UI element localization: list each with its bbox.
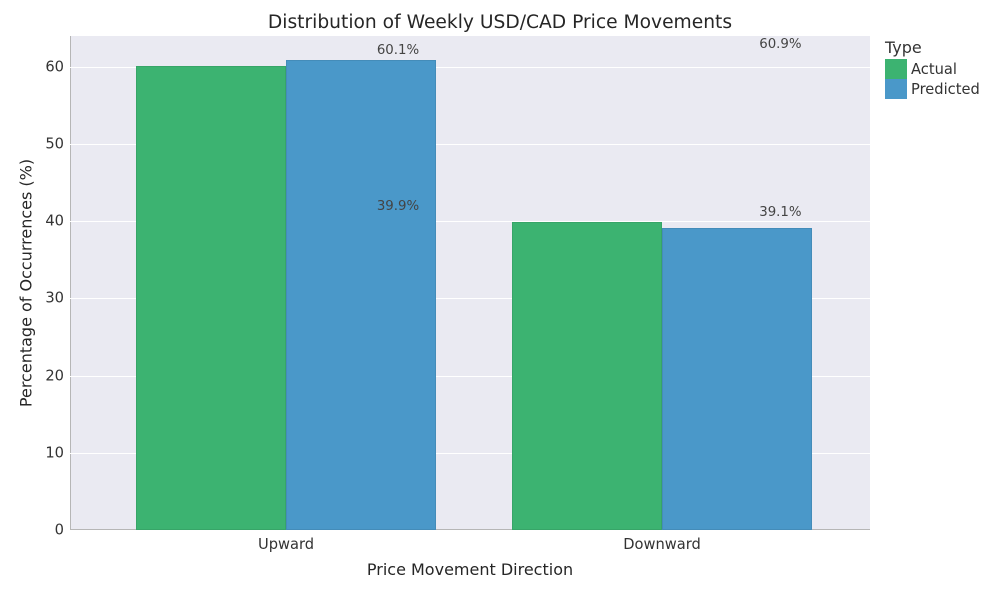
bar-predicted-downward — [662, 228, 812, 530]
x-tick-label: Upward — [258, 536, 314, 553]
legend-label: Actual — [911, 61, 957, 78]
legend-swatch — [885, 79, 907, 99]
y-axis-label: Percentage of Occurrences (%) — [17, 159, 36, 407]
x-tick-label: Downward — [623, 536, 701, 553]
legend-title: Type — [885, 38, 980, 57]
legend-swatch — [885, 59, 907, 79]
y-tick-label: 30 — [45, 290, 64, 307]
plot-area: 0102030405060UpwardDownward60.1%60.9%39.… — [70, 36, 870, 530]
legend-label: Predicted — [911, 81, 980, 98]
y-tick-label: 0 — [55, 522, 64, 539]
bar-value-label: 39.9% — [377, 199, 419, 214]
legend: Type Actual Predicted — [885, 38, 980, 99]
legend-item: Actual — [885, 59, 980, 79]
bar-actual-upward — [136, 66, 286, 530]
figure: Distribution of Weekly USD/CAD Price Mov… — [0, 0, 1000, 600]
plot-inner: 0102030405060UpwardDownward60.1%60.9%39.… — [70, 36, 870, 530]
bar-value-label: 60.9% — [759, 37, 801, 52]
bar-value-label: 39.1% — [759, 205, 801, 220]
y-tick-label: 20 — [45, 367, 64, 384]
y-tick-label: 40 — [45, 213, 64, 230]
bar-actual-downward — [512, 222, 662, 530]
x-axis-label: Price Movement Direction — [367, 560, 573, 579]
bar-value-label: 60.1% — [377, 43, 419, 58]
bar-predicted-upward — [286, 60, 436, 530]
legend-item: Predicted — [885, 79, 980, 99]
y-tick-label: 50 — [45, 136, 64, 153]
spine-left — [70, 36, 71, 530]
y-tick-label: 60 — [45, 58, 64, 75]
chart-title: Distribution of Weekly USD/CAD Price Mov… — [0, 12, 1000, 33]
gridline — [70, 530, 870, 531]
y-tick-label: 10 — [45, 444, 64, 461]
